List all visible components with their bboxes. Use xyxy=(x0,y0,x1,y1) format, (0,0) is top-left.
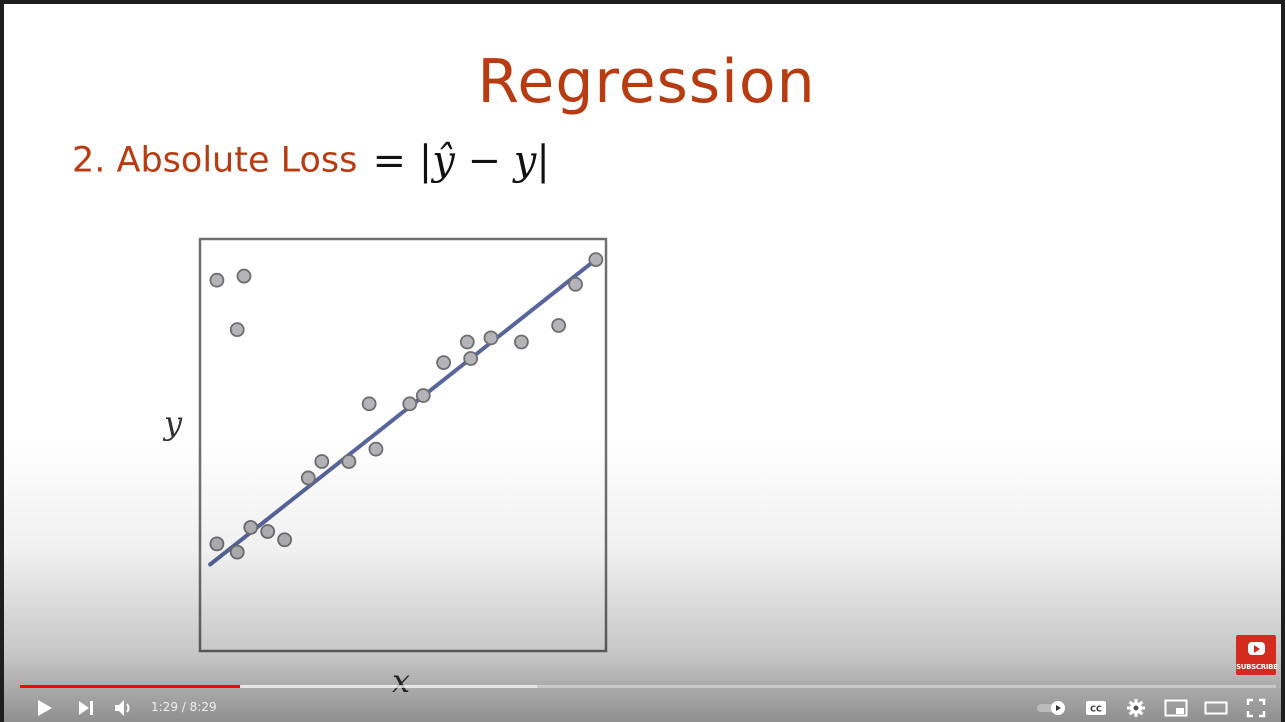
data-point xyxy=(314,454,330,469)
volume-button[interactable] xyxy=(108,690,140,722)
miniplayer-icon xyxy=(1164,699,1188,717)
fullscreen-button[interactable] xyxy=(1240,690,1272,722)
data-point xyxy=(551,318,567,333)
progress-played xyxy=(20,685,240,688)
formula-minus: − xyxy=(467,137,502,184)
subscribe-watermark[interactable]: SUBSCRIBE xyxy=(1236,635,1278,675)
data-point xyxy=(236,268,252,284)
subtitle-label: 2. Absolute Loss xyxy=(72,140,358,181)
data-point xyxy=(368,441,384,457)
formula-bar-open: | xyxy=(418,137,433,184)
progress-bar[interactable] xyxy=(20,685,1276,688)
fullscreen-icon xyxy=(1246,698,1266,718)
theater-button[interactable] xyxy=(1200,690,1232,722)
data-point xyxy=(483,330,499,346)
plot-frame xyxy=(198,237,608,653)
play-icon xyxy=(38,700,52,716)
data-point xyxy=(229,322,245,338)
time-display: 1:29 / 8:29 xyxy=(151,700,217,714)
y-axis-label: y xyxy=(164,404,183,442)
data-point xyxy=(436,355,452,371)
data-point xyxy=(341,454,357,469)
captions-button[interactable]: CC xyxy=(1080,690,1112,722)
data-point xyxy=(209,272,225,288)
formula-equals: = xyxy=(372,137,406,184)
captions-label: CC xyxy=(1090,705,1102,714)
formula-y: y xyxy=(513,137,537,184)
data-point xyxy=(588,252,604,268)
settings-icon xyxy=(1127,699,1145,717)
time-separator: / xyxy=(181,700,186,714)
settings-button[interactable] xyxy=(1120,690,1152,722)
data-point xyxy=(300,470,316,486)
subtitle: 2. Absolute Loss = |ŷ − y| xyxy=(72,134,550,186)
data-point xyxy=(243,520,259,535)
fit-line xyxy=(208,257,598,567)
data-point xyxy=(568,276,583,292)
progress-buffered xyxy=(20,685,538,688)
next-button[interactable] xyxy=(70,690,102,722)
data-point xyxy=(463,351,479,366)
captions-icon: CC xyxy=(1086,701,1106,715)
data-point xyxy=(361,396,377,412)
data-point xyxy=(209,536,225,552)
data-point xyxy=(229,544,245,560)
player-controls: 1:29 / 8:29 CC xyxy=(4,690,1281,722)
data-point xyxy=(514,334,529,350)
data-point xyxy=(459,334,475,350)
miniplayer-button[interactable] xyxy=(1160,690,1192,722)
next-icon xyxy=(79,701,93,715)
theater-icon xyxy=(1204,701,1228,715)
data-point xyxy=(277,532,292,548)
scatter-plot xyxy=(198,237,608,653)
data-point xyxy=(402,396,418,412)
time-total: 8:29 xyxy=(189,700,217,714)
volume-icon xyxy=(115,700,130,716)
subscribe-label: SUBSCRIBE xyxy=(1236,663,1278,671)
data-point xyxy=(415,388,431,403)
formula-bar-close: | xyxy=(536,137,550,184)
play-button[interactable] xyxy=(26,690,62,722)
slide: Regression 2. Absolute Loss = |ŷ − y| y … xyxy=(4,4,1281,722)
loss-formula: = |ŷ − y| xyxy=(372,138,549,184)
slide-title: Regression xyxy=(477,47,816,117)
x-axis-label: x xyxy=(392,662,411,700)
data-point xyxy=(260,524,276,539)
autoplay-toggle[interactable] xyxy=(1034,690,1070,722)
formula-y-hat: ŷ xyxy=(432,137,455,184)
youtube-logo-icon xyxy=(1248,642,1265,655)
time-current: 1:29 xyxy=(151,700,178,714)
autoplay-toggle-icon xyxy=(1037,701,1065,715)
